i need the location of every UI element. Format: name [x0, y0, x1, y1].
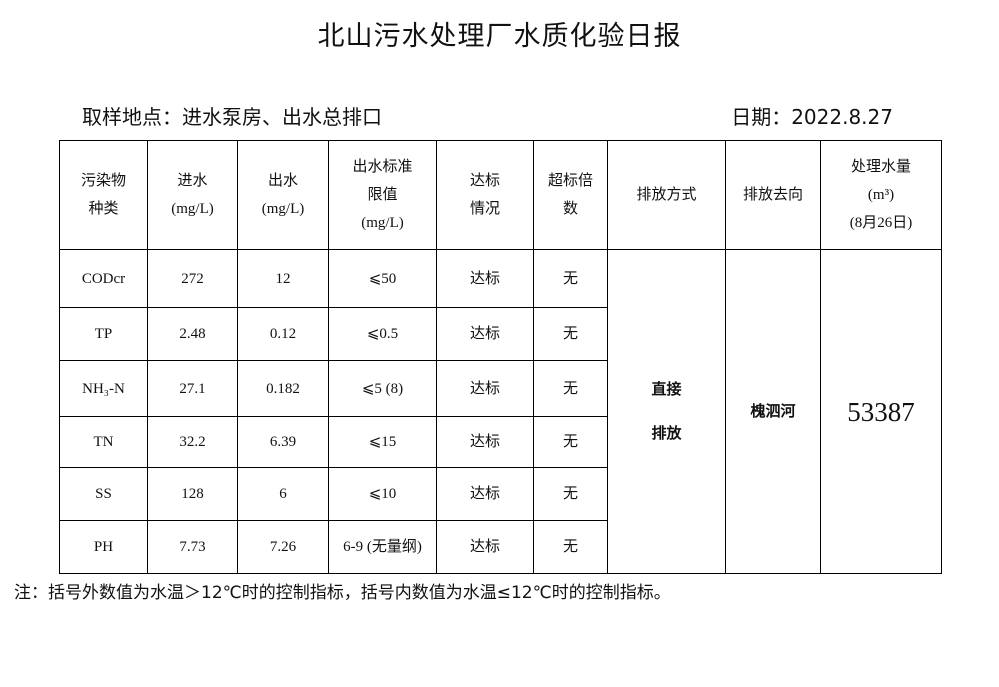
header-line: (8月26日)	[849, 215, 913, 231]
header-line: (mg/L)	[261, 201, 305, 217]
cell: 无	[533, 416, 608, 468]
cell: ⩽15	[328, 416, 437, 468]
cell: 6.39	[237, 416, 329, 468]
cell: ⩽5 (8)	[328, 360, 437, 417]
header-line: 达标	[469, 173, 500, 189]
cell: 128	[147, 467, 238, 521]
cell: 无	[533, 467, 608, 521]
header-line: (mg/L)	[361, 215, 404, 231]
header-line: 进水	[177, 173, 208, 189]
cell: TP	[59, 307, 148, 361]
header-line: 限值	[367, 187, 398, 203]
header-row: 污染物 种类 进水 (mg/L) 出水 (mg/L) 出水标准 限值 (mg/L) 达标 情况 超标倍…	[59, 140, 942, 250]
cell: ⩽0.5	[328, 307, 437, 361]
cell: 0.182	[237, 360, 329, 417]
header-cell: 超标倍数	[533, 140, 608, 250]
cell: 0.12	[237, 307, 329, 361]
cell: 达标	[436, 249, 534, 308]
cell: 12	[237, 249, 329, 308]
cell: PH	[59, 520, 148, 574]
cell: 无	[533, 360, 608, 417]
header-line: 出水标准	[352, 159, 413, 175]
cell: 无	[533, 520, 608, 574]
cell: NH₃-N	[59, 360, 148, 417]
header-cell: 排放去向	[725, 140, 821, 250]
title: 北山污水处理厂水质化验日报	[317, 21, 682, 52]
header-line: (mg/L)	[171, 201, 214, 217]
cell: 达标	[436, 307, 534, 361]
cell: 无	[533, 307, 608, 361]
header-line: 排放去向	[742, 187, 803, 203]
cell: CODcr	[59, 249, 148, 308]
header-cell: 处理水量 (m³) (8月26日)	[820, 140, 942, 250]
date: 日期：2022.8.27	[731, 105, 893, 129]
header-cell: 污染物 种类	[59, 140, 148, 250]
cell: 无	[533, 249, 608, 308]
destination-cell: 槐泗河	[725, 249, 821, 574]
cell: 7.26	[237, 520, 329, 574]
cell: 272	[147, 249, 238, 308]
data-row: TP 2.48 0.12 ⩽0.5 达标无	[59, 307, 942, 361]
data-row: TN 32.2 6.39 ⩽15 达标无	[59, 416, 942, 468]
data-row: NH₃-N 27.1 0.182 ⩽5 (8) 达标无	[59, 360, 942, 417]
method-cell: 直接 排放	[607, 249, 726, 574]
header-cell: 进水 (mg/L)	[147, 140, 238, 250]
method-line: 直接	[651, 381, 682, 398]
header-cell: 排放方式	[607, 140, 726, 250]
cell: SS	[59, 467, 148, 521]
data-row: SS 128 6 ⩽10 达标无	[59, 467, 942, 521]
header-line: 出水	[267, 173, 298, 189]
header-line: 污染物	[80, 173, 126, 189]
cell: 达标	[436, 360, 534, 417]
header-line: 种类	[88, 201, 119, 217]
header-cell: 出水标准限值 (mg/L)	[328, 140, 437, 250]
header-line: (m³)	[867, 187, 895, 203]
location: 取样地点：进水泵房、出水总排口	[82, 105, 382, 129]
header-cell: 出水 (mg/L)	[237, 140, 329, 250]
volume-cell: 53387	[820, 249, 942, 574]
cell: 2.48	[147, 307, 238, 361]
footnote: 注：括号外数值为水温＞12℃时的控制指标，括号内数值为水温≤12℃时的控制指标。	[14, 583, 671, 603]
report-table: 污染物 种类 进水 (mg/L) 出水 (mg/L) 出水标准 限值 (mg/L) 达标 情况 超标倍…	[59, 140, 942, 574]
header-line: 处理水量	[850, 159, 911, 175]
cell: 27.1	[147, 360, 238, 417]
cell: 达标	[436, 467, 534, 521]
cell: 6	[237, 467, 329, 521]
cell: 达标	[436, 520, 534, 574]
cell: ⩽50	[328, 249, 437, 308]
cell: 7.73	[147, 520, 238, 574]
header-line: 情况	[469, 201, 500, 217]
data-row: PH 7.73 7.26 6-9 (无量纲) 达标无	[59, 520, 942, 574]
method-line: 排放	[651, 425, 682, 442]
header-line: 排放方式	[636, 187, 697, 203]
cell: 6-9 (无量纲)	[328, 520, 437, 574]
header-line: 数	[562, 201, 578, 217]
header-cell: 达标 情况	[436, 140, 534, 250]
cell: 达标	[436, 416, 534, 468]
header-line: 超标倍	[547, 173, 593, 189]
cell: 32.2	[147, 416, 238, 468]
cell: ⩽10	[328, 467, 437, 521]
data-row: CODcr 272 12 ⩽50 达标无直接 排放 槐泗河 53387	[59, 249, 942, 574]
cell: TN	[59, 416, 148, 468]
